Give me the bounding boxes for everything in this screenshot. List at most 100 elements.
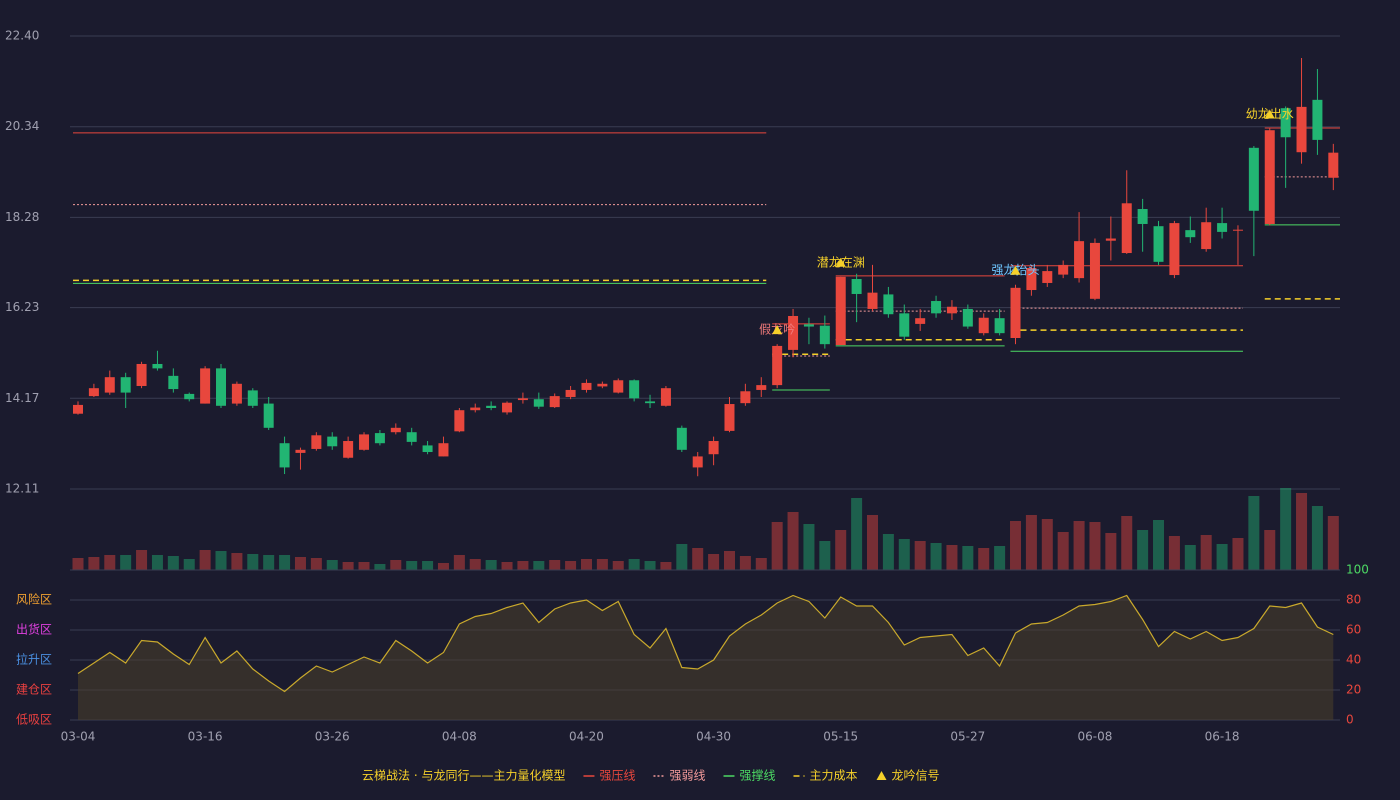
zone-label: 拉升区 bbox=[16, 652, 52, 667]
x-tick-label: 06-08 bbox=[1078, 730, 1113, 744]
signal-marker bbox=[1264, 109, 1275, 119]
candle-body bbox=[1042, 271, 1053, 283]
candle-body bbox=[724, 404, 735, 431]
candle-body bbox=[946, 306, 957, 314]
candle-body bbox=[835, 276, 846, 346]
candle-body bbox=[549, 396, 560, 408]
x-tick-label: 06-18 bbox=[1205, 730, 1240, 744]
candle-body bbox=[470, 407, 481, 411]
y-tick-label: 100 bbox=[1346, 563, 1369, 577]
volume-bar bbox=[867, 515, 878, 570]
candle-body bbox=[803, 324, 814, 327]
x-tick-label: 04-20 bbox=[569, 730, 604, 744]
candle-body bbox=[676, 427, 687, 450]
x-tick-label: 03-16 bbox=[188, 730, 223, 744]
legend-entry: 强压线 bbox=[599, 769, 635, 783]
volume-bar bbox=[183, 559, 195, 570]
legend-entry: 强弱线 bbox=[669, 769, 705, 783]
candle-body bbox=[454, 410, 465, 432]
candle-body bbox=[295, 449, 306, 453]
volume-bar bbox=[1057, 532, 1069, 570]
volume-bar bbox=[1089, 522, 1101, 570]
volume-bar bbox=[755, 558, 767, 570]
volume-bar bbox=[1073, 521, 1085, 570]
x-tick-label: 04-08 bbox=[442, 730, 477, 744]
candle-body bbox=[374, 433, 385, 444]
candle-body bbox=[311, 435, 322, 449]
candle-body bbox=[533, 399, 544, 407]
volume-bar bbox=[1105, 533, 1117, 570]
candle-body bbox=[740, 391, 751, 404]
volume-bar bbox=[914, 541, 926, 570]
volume-bar bbox=[930, 543, 942, 570]
volume-bar bbox=[1248, 496, 1260, 570]
candle-body bbox=[438, 443, 449, 457]
candle-body bbox=[1121, 203, 1132, 254]
candle-body bbox=[184, 393, 195, 400]
volume-bar bbox=[342, 562, 354, 570]
volume-bar bbox=[136, 550, 148, 570]
candle-body bbox=[1074, 241, 1085, 279]
volume-bar bbox=[946, 545, 958, 570]
candle-body bbox=[1296, 106, 1307, 153]
volume-bar bbox=[120, 555, 132, 570]
volume-bar bbox=[231, 553, 243, 570]
volume-bar bbox=[1168, 536, 1180, 570]
volume-bar bbox=[835, 530, 847, 570]
volume-bar bbox=[787, 512, 799, 570]
volume-bar bbox=[1280, 488, 1292, 570]
volume-bar bbox=[422, 561, 434, 570]
y-tick-label: 0 bbox=[1346, 713, 1354, 727]
volume-bar bbox=[994, 546, 1006, 570]
candle-body bbox=[104, 377, 115, 393]
y-tick-label: 14.17 bbox=[5, 391, 39, 405]
signal-marker bbox=[835, 257, 846, 267]
volume-bar bbox=[739, 556, 751, 570]
volume-bar bbox=[1137, 530, 1149, 570]
candle-body bbox=[1201, 222, 1212, 250]
volume-bar bbox=[215, 551, 227, 570]
candle-body bbox=[152, 363, 163, 369]
volume-bar bbox=[358, 562, 370, 570]
volume-bar bbox=[199, 550, 211, 570]
volume-bar bbox=[247, 554, 259, 570]
volume-bar bbox=[453, 555, 465, 570]
candle-body bbox=[1328, 152, 1339, 178]
volume-bar bbox=[580, 559, 592, 570]
volume-bar bbox=[1184, 545, 1196, 570]
candle-body bbox=[1217, 223, 1228, 232]
zone-label: 建仓区 bbox=[16, 683, 52, 697]
candle-body bbox=[1153, 226, 1164, 262]
volume-bar bbox=[469, 559, 481, 570]
volume-bar bbox=[882, 534, 894, 570]
y-tick-label: 40 bbox=[1346, 653, 1361, 667]
volume-bar bbox=[628, 559, 640, 570]
candle-body bbox=[708, 441, 719, 455]
candle-body bbox=[1169, 223, 1180, 276]
volume-bar bbox=[72, 558, 84, 570]
candle-body bbox=[994, 318, 1005, 334]
volume-bar bbox=[660, 562, 672, 570]
volume-bar bbox=[501, 562, 513, 570]
candle-body bbox=[390, 427, 401, 433]
volume-bar bbox=[151, 555, 163, 570]
candle-body bbox=[1280, 108, 1291, 138]
candle-body bbox=[73, 404, 83, 414]
volume-bar bbox=[310, 558, 322, 570]
candle-body bbox=[978, 317, 989, 334]
x-tick-label: 05-27 bbox=[950, 730, 985, 744]
candle-body bbox=[867, 292, 878, 309]
volume-bar bbox=[1010, 521, 1022, 570]
y-tick-label: 18.28 bbox=[5, 210, 39, 224]
candle-body bbox=[1010, 287, 1021, 338]
signal-marker bbox=[772, 325, 783, 335]
candle-body bbox=[1137, 209, 1148, 224]
volume-bar bbox=[819, 541, 831, 570]
candle-body bbox=[216, 368, 227, 406]
candle-body bbox=[931, 301, 942, 314]
volume-bar bbox=[294, 557, 306, 570]
volume-bar bbox=[978, 548, 990, 570]
candle-body bbox=[692, 456, 703, 468]
volume-bar bbox=[326, 560, 338, 570]
